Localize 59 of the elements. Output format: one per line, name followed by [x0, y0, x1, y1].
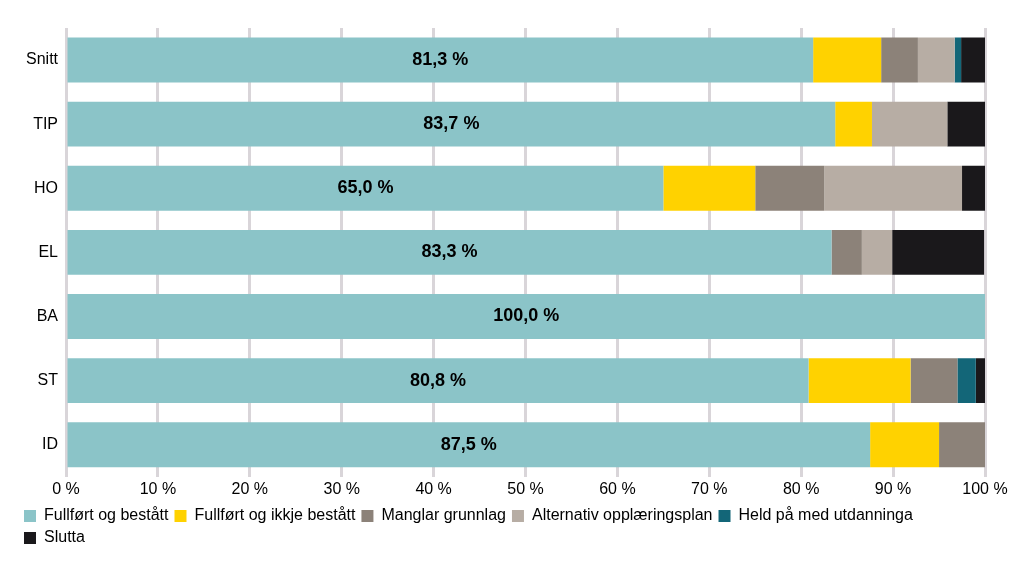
bar	[755, 165, 825, 211]
bar	[975, 358, 985, 404]
bar	[870, 422, 940, 468]
x-tick-label: 50 %	[507, 479, 544, 497]
bar	[663, 165, 756, 211]
data-label: 100,0 %	[493, 305, 560, 326]
bar	[67, 422, 871, 468]
bar	[67, 229, 832, 275]
x-tick-label: 70 %	[691, 479, 728, 497]
y-tick-label: Snitt	[26, 50, 59, 68]
bar	[824, 165, 963, 211]
bar	[957, 358, 976, 404]
bar	[813, 37, 882, 83]
legend-label: Manglar grunnlag	[381, 506, 506, 524]
x-tick-label: 100 %	[962, 479, 1008, 497]
bar	[67, 165, 664, 211]
bar	[939, 422, 985, 468]
legend-label: Alternativ opplæringsplan	[531, 506, 713, 524]
legend-label: Fullført og ikkje bestått	[194, 506, 356, 524]
bar	[67, 101, 836, 147]
legend-label: Held på med utdanninga	[738, 506, 913, 524]
bar	[67, 37, 814, 83]
data-label: 87,5 %	[440, 433, 497, 454]
data-label: 65,0 %	[337, 177, 394, 198]
legend-label: Fullført og bestått	[44, 506, 170, 524]
y-tick-label: ST	[37, 371, 59, 389]
x-tick-label: 80 %	[782, 479, 820, 497]
bar	[892, 229, 985, 275]
x-tick-label: 10 %	[139, 479, 177, 497]
x-tick-label: 30 %	[323, 479, 360, 497]
y-tick-label: EL	[38, 242, 59, 260]
bar	[808, 358, 911, 404]
bar	[954, 37, 962, 83]
bar	[910, 358, 958, 404]
bar	[917, 37, 955, 83]
x-tick-label: 20 %	[231, 479, 269, 497]
bar	[835, 101, 872, 147]
y-tick-label: ID	[42, 435, 59, 453]
bar	[962, 165, 985, 211]
data-label: 81,3 %	[412, 49, 469, 70]
legend-label: Slutta	[44, 528, 86, 546]
y-tick-label: BA	[36, 306, 59, 324]
x-tick-label: 90 %	[874, 479, 912, 497]
bar	[871, 101, 948, 147]
x-tick-label: 40 %	[415, 479, 452, 497]
bar	[861, 229, 893, 275]
x-tick-label: 60 %	[599, 479, 636, 497]
data-label: 83,3 %	[421, 241, 478, 262]
bar	[961, 37, 985, 83]
bar	[67, 294, 985, 339]
data-label: 80,8 %	[410, 369, 467, 390]
bar	[881, 37, 918, 83]
bar	[831, 229, 862, 275]
data-label: 83,7 %	[423, 113, 480, 134]
x-tick-label: 0 %	[52, 479, 80, 497]
y-tick-label: TIP	[33, 114, 59, 132]
bar	[67, 358, 809, 404]
bar	[947, 101, 985, 147]
y-tick-label: HO	[34, 178, 59, 196]
